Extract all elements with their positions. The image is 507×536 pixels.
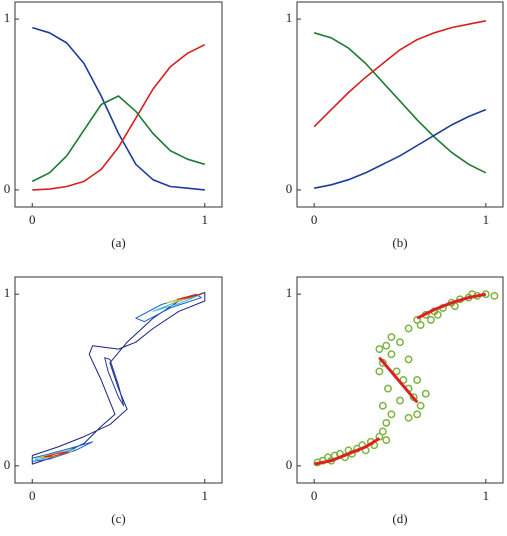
caption: (d) xyxy=(392,511,407,526)
caption: (b) xyxy=(392,235,407,250)
scatter-point xyxy=(375,367,384,376)
scatter-point xyxy=(404,413,413,422)
x-tick-label: 0 xyxy=(311,212,318,227)
scatter-point xyxy=(382,341,391,350)
x-tick-label: 1 xyxy=(483,488,490,503)
line xyxy=(32,43,206,191)
y-tick-label: 0 xyxy=(4,457,11,472)
caption: (c) xyxy=(111,511,125,526)
scatter-point xyxy=(404,324,413,333)
y-tick-label: 0 xyxy=(4,181,11,196)
contour-line xyxy=(43,451,69,458)
x-tick-label: 0 xyxy=(311,488,318,503)
contour-line xyxy=(31,292,206,465)
contour-line xyxy=(31,441,94,462)
axes-frame xyxy=(14,276,223,484)
scatter-point xyxy=(404,355,413,364)
scatter-point xyxy=(416,401,425,410)
contour-line xyxy=(104,357,125,407)
scatter-point xyxy=(413,376,422,384)
y-tick-label: 0 xyxy=(286,457,293,472)
line xyxy=(416,292,487,320)
scatter-point xyxy=(421,389,430,398)
line xyxy=(313,437,381,466)
line xyxy=(378,356,419,404)
scatter-point xyxy=(387,350,396,359)
y-tick-label: 1 xyxy=(286,10,293,25)
y-tick-label: 0 xyxy=(286,181,293,196)
scatter-point xyxy=(384,384,392,393)
scatter-point xyxy=(426,315,435,324)
line xyxy=(313,20,486,128)
scatter-point xyxy=(490,291,499,300)
y-tick-label: 1 xyxy=(4,285,11,300)
scatter-point xyxy=(396,338,404,347)
scatter-point xyxy=(378,427,387,436)
y-tick-label: 1 xyxy=(4,10,11,25)
scatter-point xyxy=(413,410,422,419)
x-tick-label: 0 xyxy=(29,212,36,227)
line xyxy=(31,95,206,183)
scatter-point xyxy=(378,401,387,410)
line xyxy=(32,26,205,191)
axes-frame xyxy=(14,1,223,208)
contour-line xyxy=(176,293,202,300)
axes-frame xyxy=(296,1,504,208)
scatter-point xyxy=(375,345,384,354)
y-tick-label: 1 xyxy=(286,285,293,300)
scatter-point xyxy=(382,418,391,427)
x-tick-label: 1 xyxy=(483,212,490,227)
scatter-point xyxy=(433,310,442,319)
scatter-point xyxy=(416,321,425,330)
x-tick-label: 0 xyxy=(29,488,36,503)
contour-line xyxy=(135,293,202,323)
scatter-point xyxy=(396,396,404,405)
x-tick-label: 1 xyxy=(202,212,209,227)
scatter-point xyxy=(387,410,396,419)
scatter-point xyxy=(387,333,396,342)
axes-frame xyxy=(296,276,504,484)
x-tick-label: 1 xyxy=(202,488,209,503)
scatter-point xyxy=(392,367,401,376)
caption: (a) xyxy=(111,235,125,250)
line xyxy=(313,32,487,174)
scatter-point xyxy=(382,436,391,445)
line xyxy=(314,108,487,189)
